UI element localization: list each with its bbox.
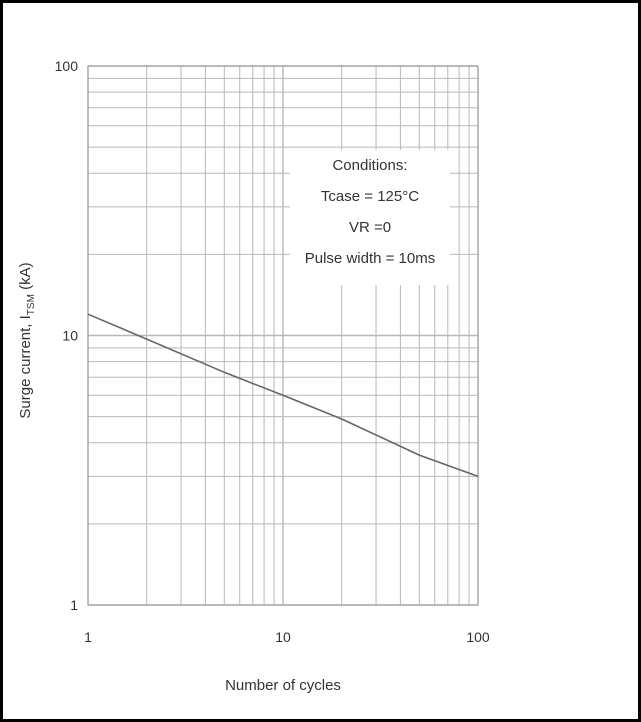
x-axis-title: Number of cycles bbox=[225, 677, 341, 694]
y-axis-title: Surge current, ITSM (kA) bbox=[17, 262, 37, 418]
x-tick-label-10: 10 bbox=[275, 629, 291, 645]
y-tick-label-100: 100 bbox=[55, 58, 79, 74]
y-tick-label-1: 1 bbox=[70, 597, 78, 613]
horizontal-gridlines bbox=[88, 65, 478, 606]
conditions-title: Conditions: bbox=[332, 157, 407, 174]
y-axis-title-main: Surge current, I bbox=[17, 315, 34, 418]
y-axis-title-unit: (kA) bbox=[17, 262, 34, 294]
x-tick-label-100: 100 bbox=[466, 629, 490, 645]
x-tick-label-1: 1 bbox=[84, 629, 92, 645]
plot-border bbox=[87, 65, 479, 606]
conditions-tcase: Tcase = 125°C bbox=[321, 188, 419, 205]
y-axis-title-subscript: TSM bbox=[26, 294, 37, 315]
conditions-pulse-width: Pulse width = 10ms bbox=[305, 250, 435, 267]
surge-current-line bbox=[87, 313, 479, 478]
y-tick-label-10: 10 bbox=[62, 328, 78, 344]
conditions-box bbox=[290, 150, 450, 285]
conditions-vr: VR =0 bbox=[349, 219, 391, 236]
